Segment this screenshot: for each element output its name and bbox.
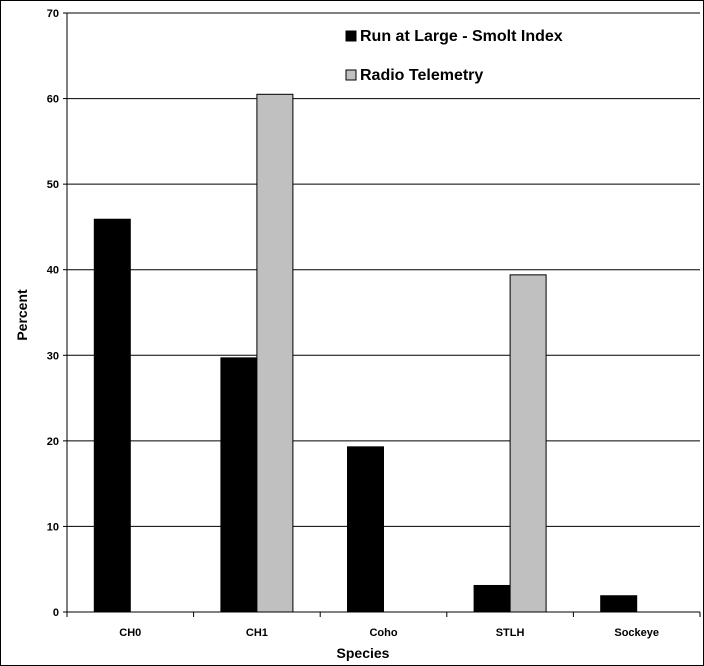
x-tick-label: Coho xyxy=(369,627,397,639)
y-tick-label: 70 xyxy=(47,8,59,20)
y-axis-title: Percent xyxy=(14,289,30,341)
x-axis-title: Species xyxy=(337,645,390,661)
y-tick-label: 10 xyxy=(47,521,59,533)
y-tick-label: 20 xyxy=(47,436,59,448)
y-tick-labels: 0 10 20 30 40 50 60 70 xyxy=(47,8,59,619)
bar-ch0-run-at-large xyxy=(94,219,130,612)
legend-swatch-radio-telemetry xyxy=(346,70,356,80)
y-tick-label: 40 xyxy=(47,265,59,277)
bar-ch1-run-at-large xyxy=(221,358,257,612)
legend-label-run-at-large: Run at Large - Smolt Index xyxy=(360,28,563,45)
y-tick-label: 50 xyxy=(47,179,59,191)
bar-stlh-radio-telemetry xyxy=(510,275,546,612)
y-tick-label: 30 xyxy=(47,350,59,362)
bar-sockeye-run-at-large xyxy=(601,596,637,612)
bars xyxy=(94,94,636,612)
legend-swatch-run-at-large xyxy=(346,31,356,41)
x-tick-label: CH0 xyxy=(119,627,141,639)
x-tick-label: STLH xyxy=(496,627,525,639)
bar-stlh-run-at-large xyxy=(474,585,510,612)
y-tick-label: 60 xyxy=(47,94,59,106)
y-tick-label: 0 xyxy=(53,607,59,619)
x-tick-label: Sockeye xyxy=(614,627,659,639)
legend: Run at Large - Smolt Index Radio Telemet… xyxy=(346,28,563,84)
x-tick-label: CH1 xyxy=(246,627,268,639)
legend-label-radio-telemetry: Radio Telemetry xyxy=(360,67,483,84)
bar-ch1-radio-telemetry xyxy=(257,94,293,612)
bar-coho-run-at-large xyxy=(348,447,384,612)
x-tick-labels: CH0 CH1 Coho STLH Sockeye xyxy=(119,627,659,639)
